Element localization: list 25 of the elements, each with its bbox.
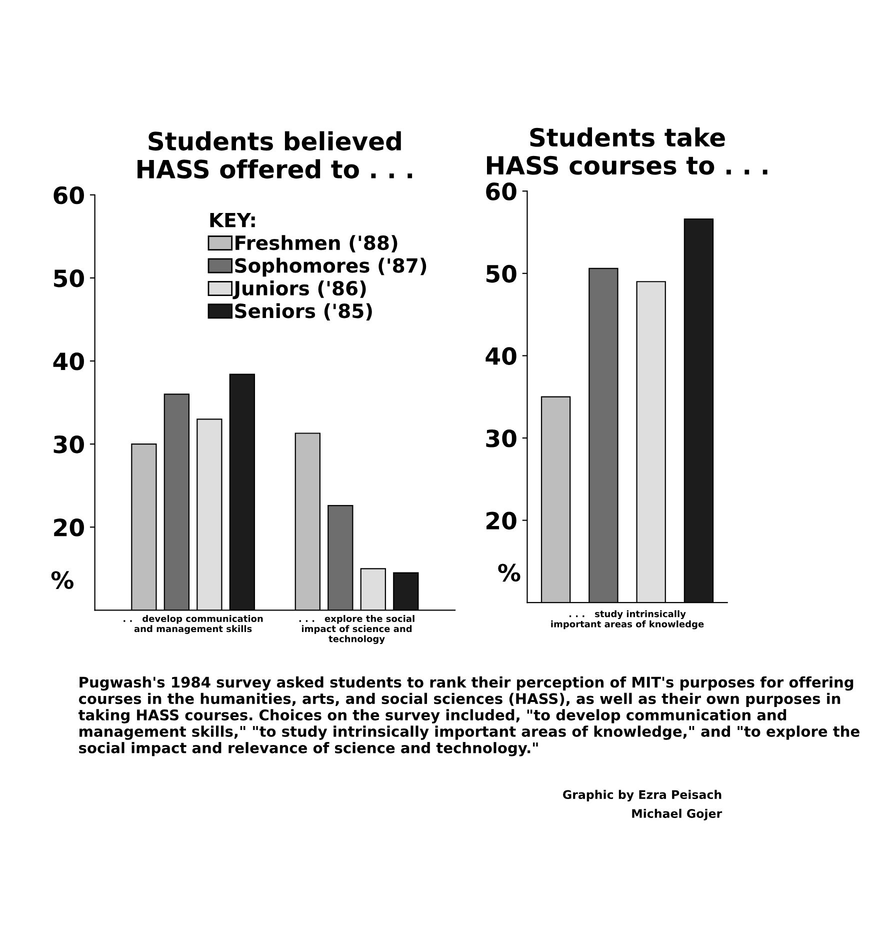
legend-label: Juniors ('86) (232, 280, 366, 300)
y-tick-label: 20 (486, 512, 516, 530)
y-tick-label: 40 (486, 347, 516, 365)
legend-label: Seniors ('85) (235, 303, 372, 321)
y-tick-label: 50 (54, 269, 84, 288)
y-tick-label: 20 (54, 518, 84, 536)
chart-title: Students take HASS courses to . . . (487, 127, 768, 175)
y-tick-label: 40 (53, 352, 84, 370)
x-tick-label: . . . explore the social impact of science and technology (299, 615, 414, 644)
text: Michael Gojer (632, 808, 722, 820)
y-tick-label: 60 (54, 186, 84, 204)
legend-label: Freshmen ('88) (236, 235, 398, 252)
text: Pugwash's 1984 survey asked students to rank their perception of MIT's purposes for offering courses in the humanities, arts, and social sciences (HASS), as well as their own purposes in taking HASS courses. Choices on the survey included, "to develop communication and management skills," "to study intrinsically important areas of knowledge," and "to explore the social impact and relevance of science and technology." (78, 676, 860, 756)
x-tick-label: . . develop communication and management skills (124, 615, 263, 634)
x-axis-title: . . . study intrinsically important areas of knowledge (551, 610, 704, 630)
y-axis-title: % (498, 564, 520, 582)
chart-title: Students believed HASS offered to . . . (138, 131, 412, 179)
legend-label: Sophomores ('87) (235, 258, 426, 277)
y-tick-label: 30 (54, 436, 84, 454)
y-axis-title: % (51, 571, 74, 589)
y-tick-label: 60 (486, 182, 516, 200)
legend-title: KEY: (210, 212, 255, 228)
y-tick-label: 50 (486, 264, 516, 283)
text: Graphic by Ezra Peisach (563, 790, 722, 802)
y-tick-label: 30 (486, 429, 516, 448)
